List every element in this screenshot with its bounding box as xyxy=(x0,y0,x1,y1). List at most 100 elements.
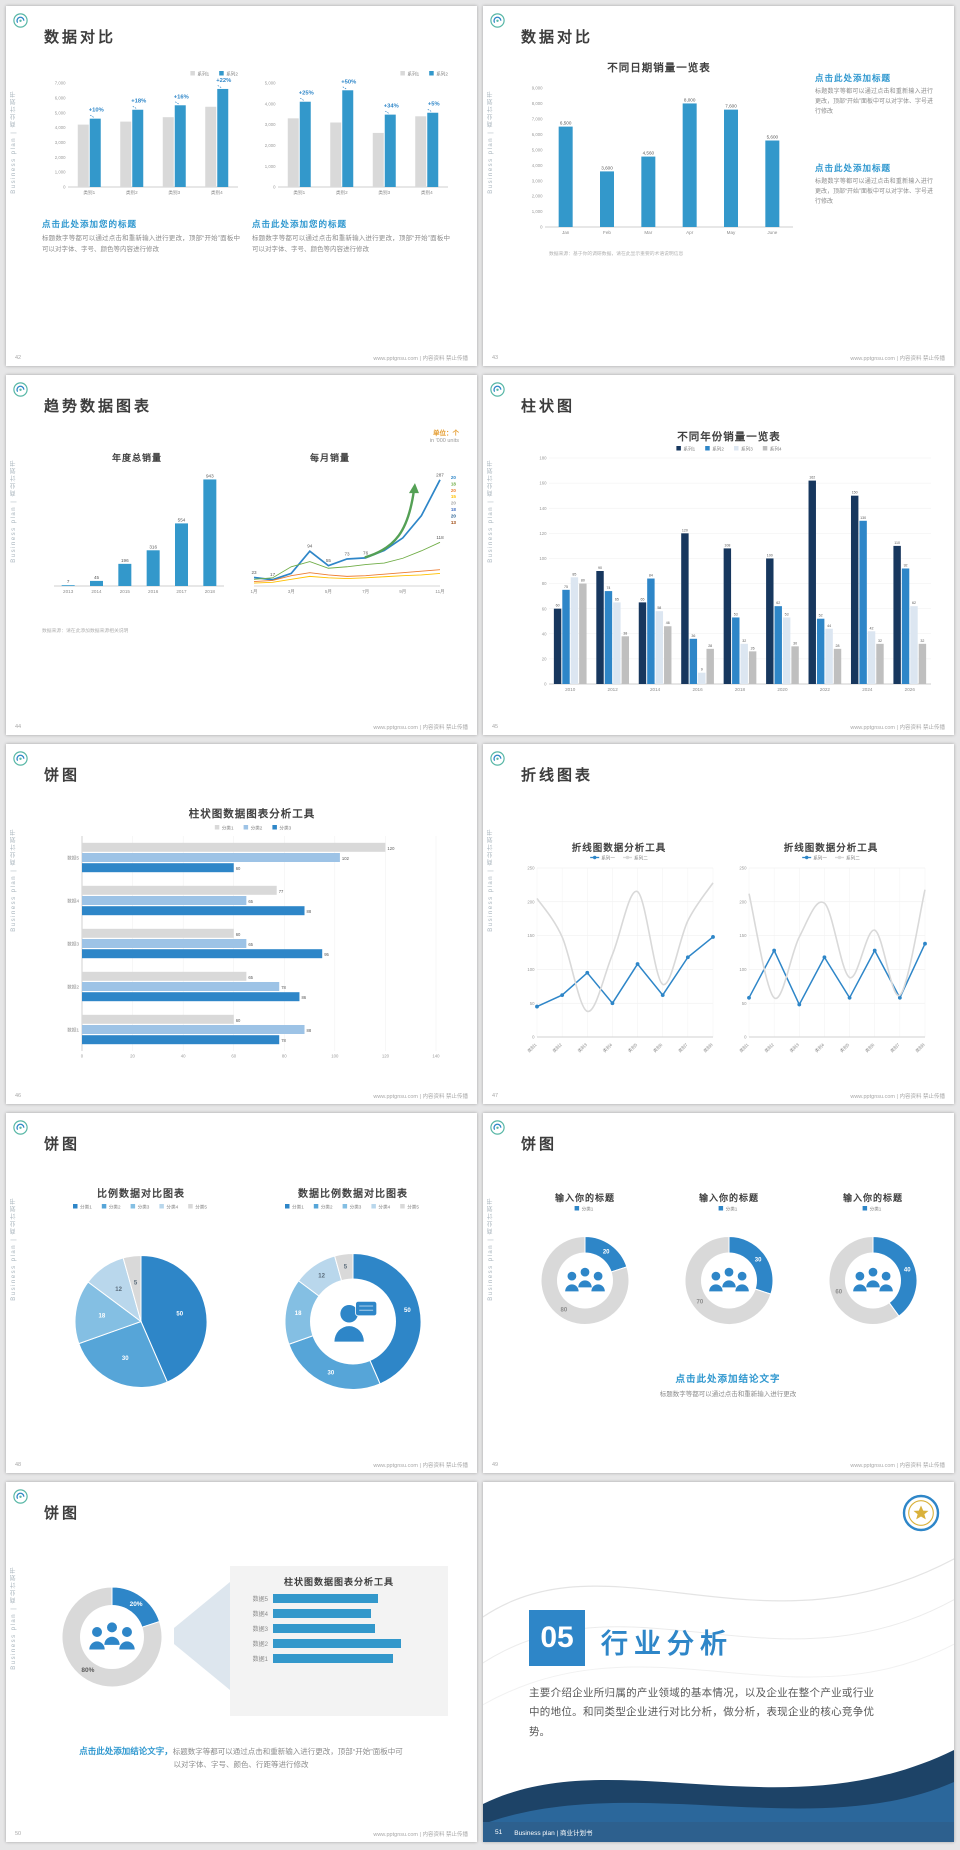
svg-text:系列4: 系列4 xyxy=(770,445,782,452)
svg-text:类别8: 类别8 xyxy=(702,1041,715,1054)
slide-42-data-comparison[interactable]: Business plan | 商业计划书 数据对比 0 1,000 2,000 3,… xyxy=(6,6,477,366)
svg-text:4,560: 4,560 xyxy=(643,151,655,156)
svg-text:7月: 7月 xyxy=(362,589,369,595)
svg-text:120: 120 xyxy=(682,528,688,532)
page-number: 47 xyxy=(492,1093,499,1099)
svg-text:15: 15 xyxy=(451,494,457,499)
svg-text:120: 120 xyxy=(387,846,395,851)
svg-text:8,000: 8,000 xyxy=(532,101,543,106)
bar-panel: 柱状图数据图表分析工具 数据5 数据4 数据3 数据2 数据1 xyxy=(230,1566,448,1716)
svg-text:50: 50 xyxy=(176,1311,183,1317)
conclusion-rest: 标题数字等都可以通过点击和重新输入进行更改，顶部“开始”面板中可以对字体、字号、… xyxy=(172,1747,403,1769)
svg-text:分类3: 分类3 xyxy=(138,1203,150,1210)
svg-text:55: 55 xyxy=(326,558,332,563)
slide-46-horizontal-bars[interactable]: Business plan | 商业计划书 饼图 柱状图数据图表分析工具 0 20… xyxy=(6,744,477,1104)
line-analysis-chart-left: 0 50 100 150 200 250 类别1 类别2 类别3 类别4 类别5 类别6 类别7 类别8 系… xyxy=(517,852,721,1054)
svg-text:100: 100 xyxy=(767,553,773,557)
slide-footer: 50 www.pptgnsu.com | 内容资料 禁止传播 xyxy=(15,1830,468,1838)
svg-text:+18%: +18% xyxy=(131,99,146,105)
svg-text:140: 140 xyxy=(539,506,547,511)
svg-text:分类3: 分类3 xyxy=(279,824,291,831)
svg-text:数据2: 数据2 xyxy=(67,984,79,991)
footer-note: www.pptgnsu.com | 内容资料 禁止传播 xyxy=(850,1463,945,1469)
svg-text:200: 200 xyxy=(527,899,535,904)
panel-bar-label: 数据2 xyxy=(252,1642,268,1648)
conclusion-heading: 点击此处添加结论文字 xyxy=(675,1374,781,1385)
slide-footer: 49 www.pptgnsu.com | 内容资料 禁止传播 xyxy=(492,1461,945,1469)
page-number: 44 xyxy=(15,724,22,730)
svg-text:17: 17 xyxy=(270,572,276,577)
svg-text:类别5: 类别5 xyxy=(626,1041,639,1054)
svg-text:130: 130 xyxy=(860,516,866,520)
chart-title: 输入你的标题 xyxy=(698,1193,759,1203)
svg-text:60: 60 xyxy=(236,1018,241,1023)
slide-43-data-comparison[interactable]: Business plan | 商业计划书 数据对比 不同日期销量一览表 0 1,… xyxy=(483,6,954,366)
svg-text:系列2: 系列2 xyxy=(712,445,724,452)
svg-text:类别8: 类别8 xyxy=(914,1041,927,1054)
caption-heading: 点击此处添加标题 xyxy=(815,73,892,83)
svg-text:2022: 2022 xyxy=(820,687,831,692)
slide-47-line-charts[interactable]: Business plan | 商业计划书 折线图表 折线图数据分析工具 0 50… xyxy=(483,744,954,1104)
svg-text:2024: 2024 xyxy=(862,687,873,692)
svg-text:76: 76 xyxy=(363,550,369,555)
page-number: 42 xyxy=(15,355,22,361)
svg-text:2,000: 2,000 xyxy=(532,194,543,199)
slide-footer: 43 www.pptgnsu.com | 内容资料 禁止传播 xyxy=(492,354,945,362)
sales-by-date-column-chart: 0 1,000 2,000 3,000 4,000 5,000 6,000 7,000 8,00… xyxy=(519,78,799,238)
svg-text:类别3: 类别3 xyxy=(788,1041,801,1054)
caption-body: 标题数字等都可以通过点击和重新输入进行更改，顶部“开始”面板中可以对字体、字号、… xyxy=(252,235,450,253)
svg-text:150: 150 xyxy=(527,933,535,938)
panel-bar-fill xyxy=(273,1609,371,1618)
circular-emblem-icon xyxy=(902,1494,940,1532)
svg-text:分类2: 分类2 xyxy=(321,1203,333,1210)
slide-49-donut-charts[interactable]: Business plan | 商业计划书 饼图 输入你的标题 分类1 20 80 … xyxy=(483,1113,954,1473)
svg-text:分类3: 分类3 xyxy=(350,1203,362,1210)
svg-text:系列二: 系列二 xyxy=(846,854,860,861)
svg-text:100: 100 xyxy=(739,967,747,972)
slide-45-bar-chart[interactable]: Business plan | 商业计划书 柱状图 不同年份销量一览表 0 20 4… xyxy=(483,375,954,735)
panel-bar-fill xyxy=(273,1639,401,1648)
svg-text:53: 53 xyxy=(785,612,789,616)
page-title: 饼图 xyxy=(521,1136,558,1153)
slide-footer: 46 www.pptgnsu.com | 内容资料 禁止传播 xyxy=(15,1092,468,1100)
svg-text:分类5: 分类5 xyxy=(407,1203,419,1210)
svg-text:2014: 2014 xyxy=(91,589,102,594)
svg-text:7,000: 7,000 xyxy=(55,81,66,86)
svg-text:系列1: 系列1 xyxy=(197,70,209,77)
svg-text:95: 95 xyxy=(324,952,329,957)
footer-note: www.pptgnsu.com | 内容资料 禁止传播 xyxy=(850,1094,945,1100)
conclusion-block: 点击此处添加结论文字 标题数字等都可以通过点击和重新输入进行更改 xyxy=(573,1371,883,1400)
svg-text:53: 53 xyxy=(734,612,738,616)
footer-note: www.pptgnsu.com | 内容资料 禁止传播 xyxy=(373,1094,468,1100)
svg-text:180: 180 xyxy=(539,456,547,461)
footer-note: www.pptgnsu.com | 内容资料 禁止传播 xyxy=(850,356,945,362)
chart-title: 年度总销量 xyxy=(111,453,162,463)
monthly-sales-line-chart: 1月 3月 5月 7月 9月 11月 23 17 94 55 73 76 287 118 20 18 20 15 2… xyxy=(246,463,458,597)
svg-text:38: 38 xyxy=(623,631,627,635)
svg-text:系列一: 系列一 xyxy=(601,854,615,861)
svg-text:0: 0 xyxy=(540,225,543,230)
data-source-note: 数据来源：基于你的调研数据，请在此显示重要的术语说明信息 xyxy=(549,252,684,257)
svg-text:60: 60 xyxy=(835,1290,842,1296)
svg-text:+25%: +25% xyxy=(299,91,314,97)
svg-text:60: 60 xyxy=(236,866,241,871)
svg-text:类别1: 类别1 xyxy=(83,189,95,196)
slide-footer: 42 www.pptgnsu.com | 内容资料 禁止传播 xyxy=(15,354,468,362)
slide-44-trend-charts[interactable]: Business plan | 商业计划书 趋势数据图表 单位：个 in '00… xyxy=(6,375,477,735)
svg-text:2016: 2016 xyxy=(692,687,703,692)
svg-text:50: 50 xyxy=(742,1001,747,1006)
svg-text:系列2: 系列2 xyxy=(226,70,238,77)
percentage-donut-chart: 20% 80% xyxy=(50,1574,174,1698)
slide-50-donut-and-bars[interactable]: Business plan | 商业计划书 饼图 20% 80% 柱状图数据图表分… xyxy=(6,1482,477,1842)
slide-48-pie-charts[interactable]: Business plan | 商业计划书 饼图 比例数据对比图表 分类1 分类2… xyxy=(6,1113,477,1473)
line-analysis-chart-right: 0 50 100 150 200 250 类别1 类别2 类别3 类别4 类别5 类别6 类别7 类别8 系… xyxy=(729,852,933,1054)
slide-51-section-industry-analysis[interactable]: 05 行业分析 主要介绍企业所归属的产业领域的基本情况，以及企业在整个产业或行业… xyxy=(483,1482,954,1842)
svg-text:分类1: 分类1 xyxy=(222,824,234,831)
svg-text:+34%: +34% xyxy=(384,104,399,110)
svg-text:32: 32 xyxy=(920,639,924,643)
svg-text:40: 40 xyxy=(904,1267,911,1273)
svg-text:类别7: 类别7 xyxy=(677,1041,690,1054)
caption-block: 点击此处添加标题 标题数字等都可以通过点击和重新输入进行更改，顶部“开始”面板中… xyxy=(815,162,933,208)
caption-body: 标题数字等都可以通过点击和重新输入进行更改，顶部“开始”面板中可以对字体、字号进… xyxy=(815,179,933,205)
